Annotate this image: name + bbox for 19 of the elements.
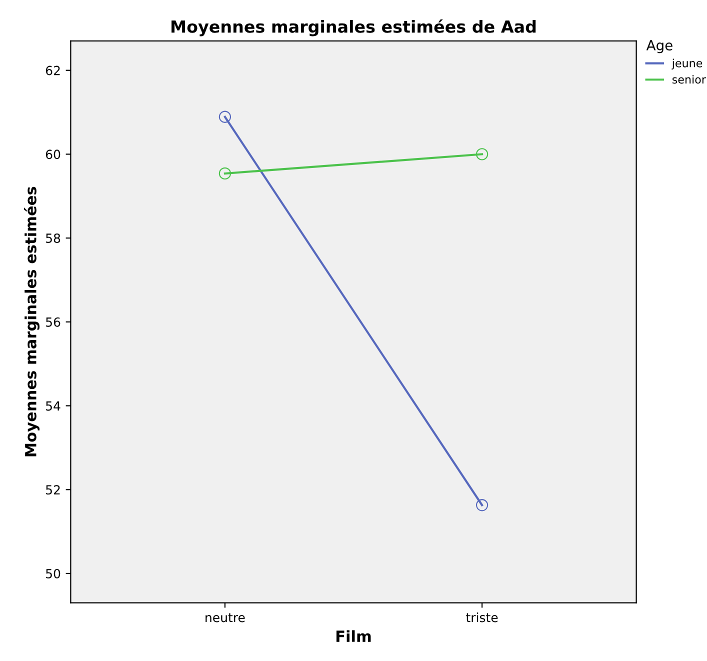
y-axis-title: Moyennes marginales estimées [24, 186, 40, 456]
point [218, 110, 232, 123]
legend-label: jeune [672, 58, 702, 70]
x-tick-label: triste [466, 612, 498, 622]
legend-label: senior [672, 75, 706, 84]
y-tick-label: 54 [46, 401, 60, 411]
y-tick-label: 58 [46, 234, 60, 243]
point [476, 499, 488, 512]
y-tick-label: 62 [46, 66, 60, 76]
legend-title: Age [646, 40, 672, 54]
x-tick-label: neutre [206, 613, 245, 622]
y-tick-label: 50 [46, 568, 60, 578]
y-tick-label: 52 [46, 485, 60, 495]
chart-title: Moyennes marginales estimées de Aad [172, 19, 536, 36]
point [218, 167, 232, 180]
y-tick-label: 56 [46, 317, 60, 327]
point [476, 148, 488, 160]
y-tick-label: 60 [46, 150, 60, 160]
x-axis-title: Film [336, 630, 371, 642]
